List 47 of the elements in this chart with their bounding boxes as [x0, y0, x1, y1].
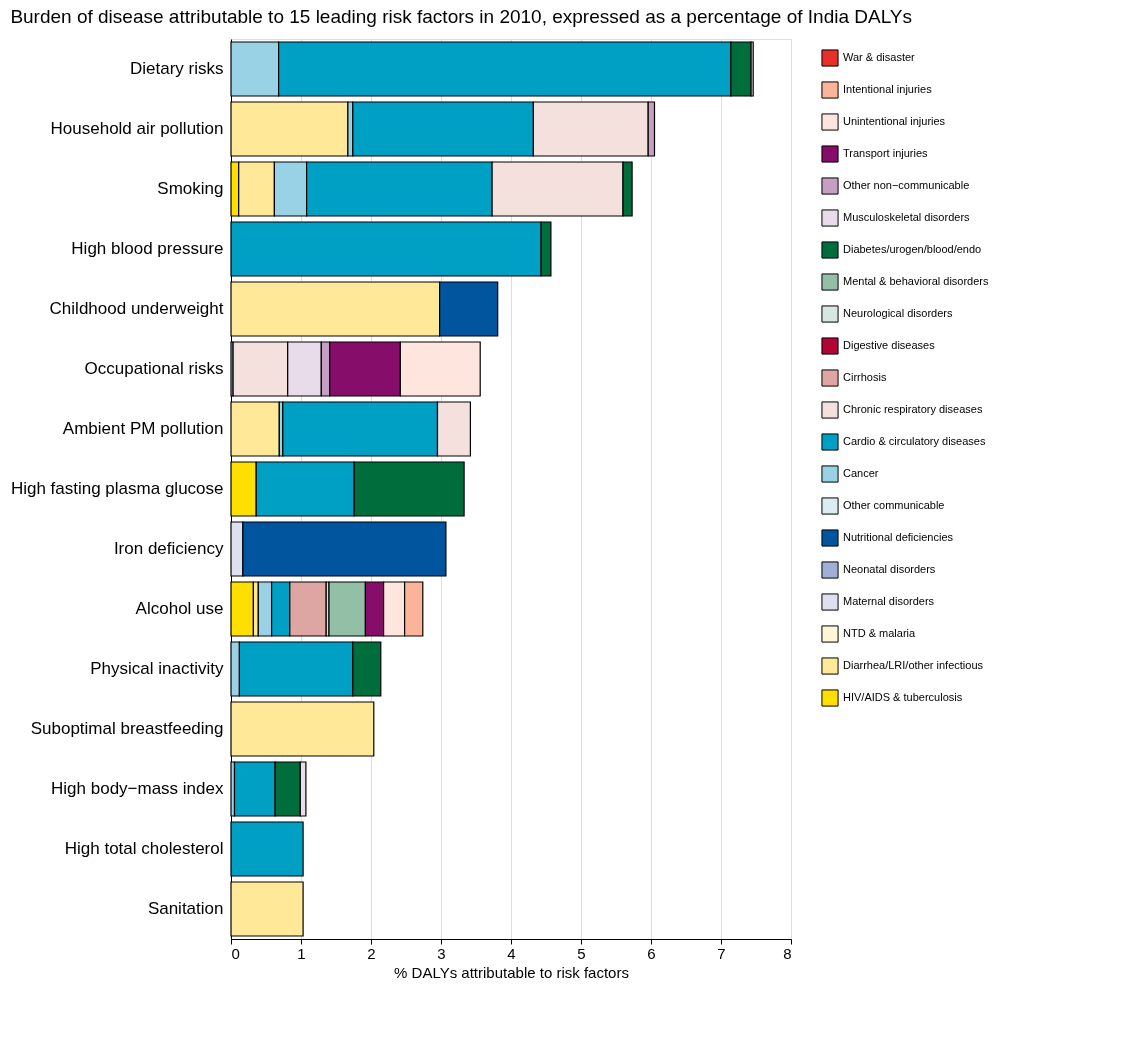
legend-label: Other communicable: [843, 499, 945, 511]
y-tick-label: Sanitation: [147, 899, 224, 918]
y-tick-label: Dietary risks: [129, 59, 224, 78]
x-tick-label: 7: [717, 944, 726, 962]
x-tick-label: 8: [783, 944, 792, 962]
legend-label: Intentional injuries: [843, 83, 933, 95]
legend-label: Diarrhea/LRI/other infectious: [843, 659, 984, 671]
legend-label: Mental & behavioral disorders: [843, 275, 990, 287]
legend-label: War & disaster: [843, 51, 916, 63]
y-tick-label: Ambient PM pollution: [62, 419, 224, 438]
legend-label: NTD & malaria: [843, 627, 917, 639]
legend-label: HIV/AIDS & tuberculosis: [843, 691, 963, 703]
legend-label: Other non−communicable: [843, 179, 970, 191]
x-tick-label: 3: [437, 944, 446, 962]
y-tick-label: High body−mass index: [51, 779, 224, 798]
legend-label: Cardio & circulatory diseases: [843, 435, 986, 447]
legend-label: Cirrhosis: [843, 371, 887, 383]
y-tick-label: High blood pressure: [71, 239, 224, 258]
y-tick-label: Childhood underweight: [49, 299, 224, 318]
legend-label: Transport injuries: [843, 147, 929, 159]
y-tick-label: High fasting plasma glucose: [10, 479, 224, 498]
legend-label: Diabetes/urogen/blood/endo: [843, 243, 982, 255]
y-tick-label: High total cholesterol: [64, 839, 224, 858]
legend-label: Unintentional injuries: [843, 115, 946, 127]
x-tick-label: 4: [507, 944, 516, 962]
y-tick-label: Physical inactivity: [90, 659, 224, 678]
y-tick-label: Iron deficiency: [113, 539, 224, 558]
legend-label: Nutritional deficiencies: [843, 531, 954, 543]
y-tick-label: Occupational risks: [84, 359, 224, 378]
x-tick-label: 6: [647, 944, 656, 962]
y-tick-label: Alcohol use: [135, 599, 224, 618]
y-tick-label: Suboptimal breastfeeding: [30, 719, 224, 738]
legend-label: Digestive diseases: [843, 339, 936, 351]
x-tick-label: 0: [231, 944, 240, 962]
legend-label: Chronic respiratory diseases: [843, 403, 983, 415]
x-axis-title: % DALYs attributable to risk factors: [394, 963, 629, 981]
chart-title: Burden of disease attributable to 15 leading risk factors in 2010, expressed as a percentage of India DALYs: [10, 6, 913, 27]
legend-label: Musculoskeletal disorders: [843, 211, 971, 223]
x-tick-label: 1: [297, 944, 306, 962]
y-tick-label: Smoking: [157, 179, 224, 198]
y-tick-label: Household air pollution: [50, 119, 224, 138]
x-tick-label: 5: [577, 944, 586, 962]
legend-label: Cancer: [843, 467, 879, 479]
x-tick-label: 2: [367, 944, 376, 962]
legend-label: Neurological disorders: [843, 307, 953, 319]
legend-label: Neonatal disorders: [843, 563, 936, 575]
legend-label: Maternal disorders: [843, 595, 935, 607]
